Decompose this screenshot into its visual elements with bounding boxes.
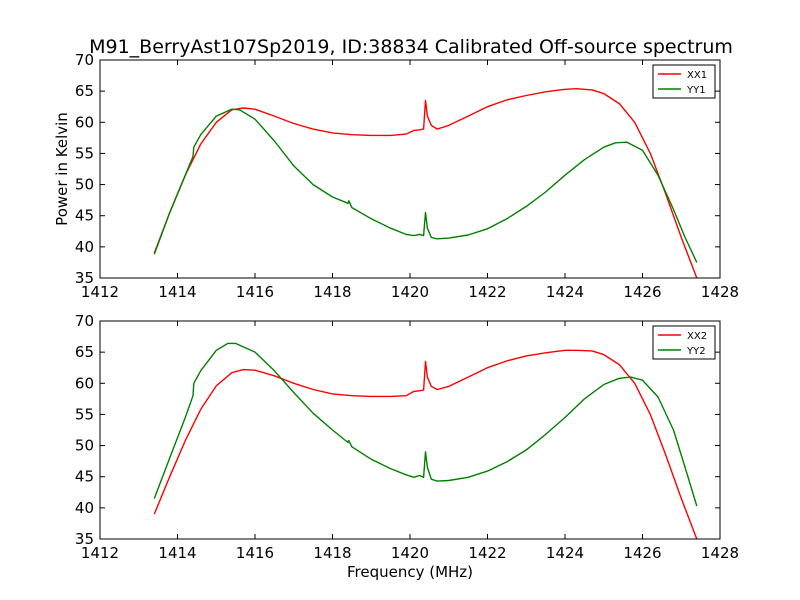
x-axis-label: Frequency (MHz) (347, 563, 473, 581)
x-tick-label: 1428 (701, 283, 739, 301)
x-tick-label: 1420 (391, 283, 429, 301)
top-panel: 1412 1414 1416 1418 1420 1422 1424 1426 1428 35 40… (75, 51, 739, 301)
legend-label-xx1: XX1 (687, 70, 707, 81)
y-tick-label: 35 (75, 530, 94, 548)
y-tick-label: 45 (75, 468, 94, 486)
series-line-xx2 (153, 349, 698, 540)
x-tick-label: 1414 (158, 283, 196, 301)
series-line-yy1 (153, 108, 698, 263)
y-tick-label: 50 (75, 176, 94, 194)
x-tick-label: 1414 (158, 544, 196, 562)
y-tick-label: 60 (75, 113, 94, 131)
chart-title: M91_BerryAst107Sp2019, ID:38834 Calibrat… (89, 36, 733, 58)
y-tick-label: 65 (75, 343, 94, 361)
x-tick-label: 1422 (468, 283, 506, 301)
legend-label-yy2: YY2 (686, 346, 706, 357)
x-tick-label: 1420 (391, 544, 429, 562)
y-tick-label: 40 (75, 238, 94, 256)
plot-frame (99, 320, 721, 540)
y-axis-label: Power in Kelvin (53, 112, 71, 226)
legend-box (652, 64, 716, 99)
x-tick-label: 1418 (313, 544, 351, 562)
y-tick-label: 35 (75, 269, 94, 287)
y-tick-label: 65 (75, 82, 94, 100)
x-tick-label: 1428 (701, 544, 739, 562)
series-line-xx1 (153, 88, 698, 279)
x-tick-label: 1422 (468, 544, 506, 562)
x-tick-label: 1426 (623, 544, 661, 562)
y-tick-label: 50 (75, 437, 94, 455)
x-tick-label: 1426 (623, 283, 661, 301)
x-tick-label: 1418 (313, 283, 351, 301)
y-tick-label: 70 (75, 51, 94, 69)
x-tick-label: 1412 (81, 283, 119, 301)
x-tick-label: 1416 (236, 544, 274, 562)
y-tick-label: 55 (75, 144, 94, 162)
y-tick-label: 45 (75, 207, 94, 225)
x-tick-label: 1412 (81, 544, 119, 562)
bottom-panel: 1412 1414 1416 1418 1420 1422 1424 1426 1428 35 40… (75, 312, 739, 562)
y-tick-label: 60 (75, 374, 94, 392)
plot-frame (99, 59, 721, 279)
y-tick-label: 70 (75, 312, 94, 330)
y-tick-label: 40 (75, 499, 94, 517)
series-line-yy2 (153, 342, 698, 507)
x-tick-label: 1416 (236, 283, 274, 301)
y-tick-label: 55 (75, 405, 94, 423)
x-tick-label: 1424 (546, 283, 584, 301)
x-tick-label: 1424 (546, 544, 584, 562)
legend-label-xx2: XX2 (687, 331, 707, 342)
legend-label-yy1: YY1 (686, 85, 706, 96)
legend-box (652, 325, 716, 360)
